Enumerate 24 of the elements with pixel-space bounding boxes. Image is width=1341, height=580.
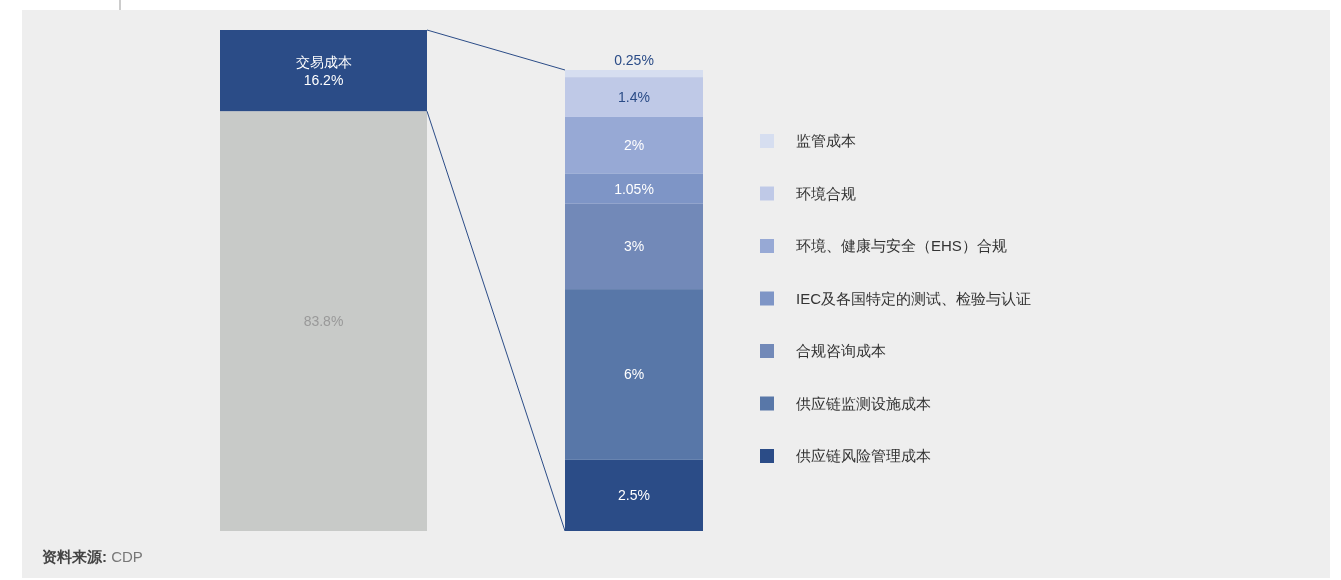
bar (565, 70, 703, 78)
data-label: 2.5% (618, 487, 650, 504)
legend-label: 供应链监测设施成本 (796, 394, 931, 412)
legend-label: 环境、健康与安全（EHS）合规 (796, 237, 1007, 254)
data-label: 0.25% (614, 52, 654, 68)
legend-label: 环境合规 (796, 184, 856, 202)
text: 资料来源: CDP (42, 548, 143, 565)
series-label: 交易成本 (295, 53, 352, 70)
legend-label: IEC及各国特定的测试、检验与认证 (796, 289, 1032, 307)
data-label: 1.05% (614, 180, 654, 197)
bar (565, 459, 703, 531)
data-label: 3% (623, 238, 645, 255)
data-label: 16.2% (303, 71, 344, 88)
bar (565, 203, 703, 290)
data-label: 6% (623, 366, 645, 383)
bar (565, 173, 703, 204)
data-label: 2% (623, 137, 645, 154)
legend-label: 合规咨询成本 (796, 342, 886, 359)
bar (565, 116, 703, 174)
bar (565, 289, 703, 460)
data-label: 1.4% (618, 89, 650, 106)
legend-label: 监管成本 (796, 132, 856, 149)
bar (565, 77, 703, 117)
legend-label: 供应链风险管理成本 (796, 447, 931, 464)
